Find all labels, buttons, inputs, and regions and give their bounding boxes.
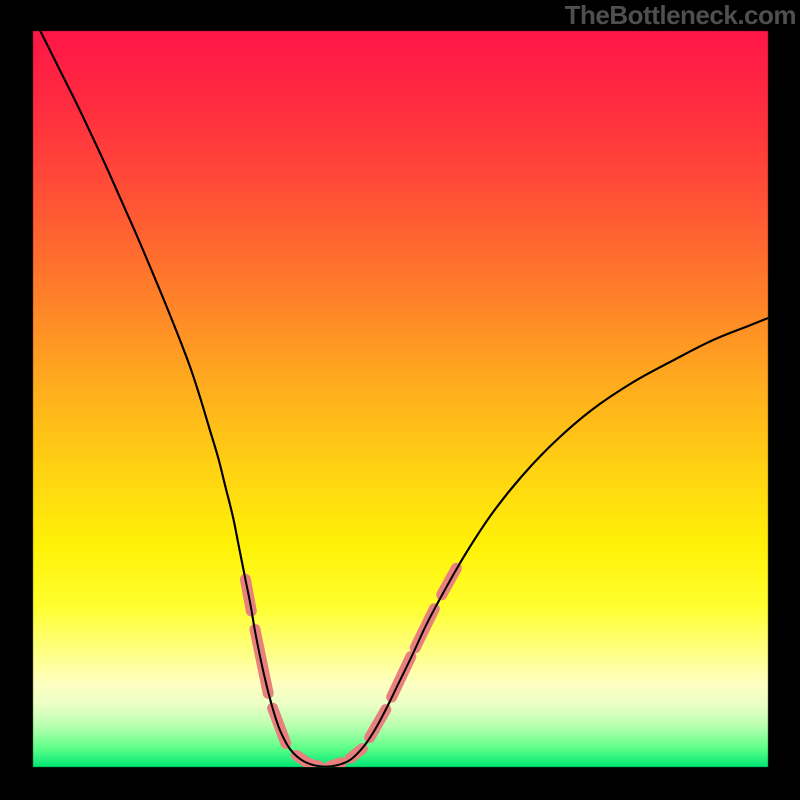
chart-svg xyxy=(33,31,768,767)
marker-segment xyxy=(296,755,320,766)
curve-marker-segments xyxy=(245,568,456,766)
bottleneck-curve xyxy=(33,31,768,767)
watermark-text: TheBottleneck.com xyxy=(565,0,796,31)
bottleneck-curve xyxy=(33,31,768,767)
